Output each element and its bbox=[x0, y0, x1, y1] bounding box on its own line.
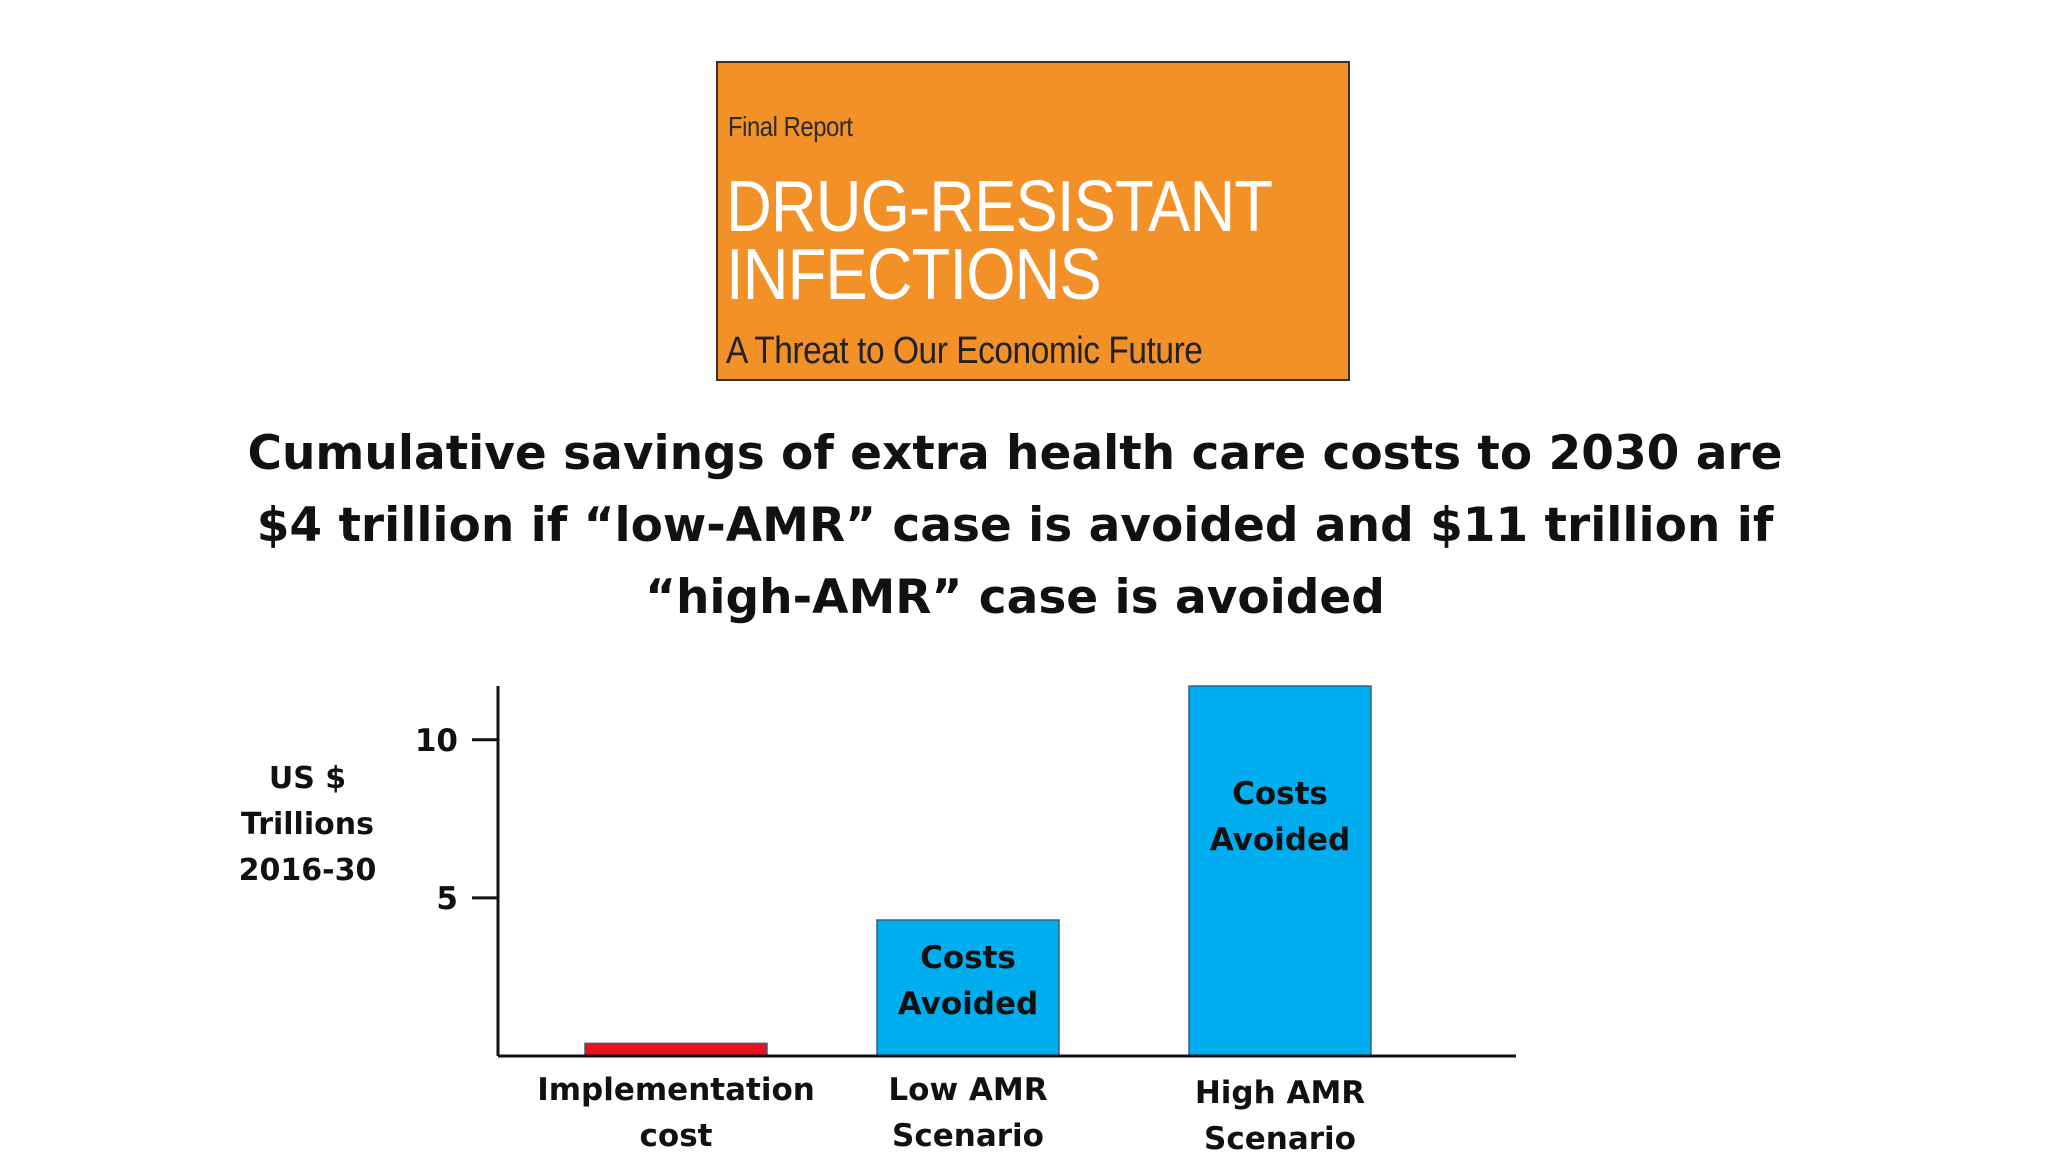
bar-2 bbox=[1188, 685, 1372, 1057]
report-title: DRUG-RESISTANT INFECTIONS bbox=[726, 167, 1273, 315]
bar-label-1-0: Costs bbox=[920, 940, 1016, 976]
category-label-2-1: Scenario bbox=[1204, 1121, 1356, 1152]
bar-1 bbox=[876, 919, 1060, 1057]
report-title-line-1: DRUG-RESISTANT bbox=[726, 167, 1273, 247]
report-subtitle: A Threat to Our Economic Future bbox=[726, 330, 1203, 372]
report-kicker: Final Report bbox=[728, 111, 853, 142]
y-axis-label: US $ Trillions 2016-30 bbox=[220, 756, 395, 894]
y-axis-label-line-1: US $ bbox=[268, 761, 347, 796]
y-tick-label-0: 5 bbox=[436, 881, 458, 917]
headline-line-2: $4 trillion if “low-AMR” case is avoided… bbox=[256, 498, 1774, 553]
category-label-2-0: High AMR bbox=[1195, 1075, 1365, 1111]
y-axis-label-line-3: 2016-30 bbox=[238, 853, 377, 888]
category-label-1-1: Scenario bbox=[892, 1118, 1044, 1152]
bar-label-1-1: Avoided bbox=[898, 986, 1038, 1022]
bar-0 bbox=[584, 1042, 768, 1057]
category-label-0-0: Implementation bbox=[537, 1072, 815, 1108]
category-label-0-1: cost bbox=[640, 1118, 713, 1152]
bar-label-2-0: Costs bbox=[1232, 776, 1328, 812]
y-tick-label-1: 10 bbox=[415, 723, 458, 759]
headline-line-3: “high-AMR” case is avoided bbox=[645, 570, 1385, 625]
headline-line-1: Cumulative savings of extra health care … bbox=[247, 426, 1783, 481]
report-title-line-2: INFECTIONS bbox=[726, 235, 1102, 315]
y-axis-label-line-2: Trillions bbox=[241, 807, 374, 842]
report-cover: Final Report DRUG-RESISTANT INFECTIONS A… bbox=[716, 61, 1350, 381]
headline: Cumulative savings of extra health care … bbox=[190, 418, 1840, 634]
category-label-1-0: Low AMR bbox=[888, 1072, 1047, 1108]
bar-label-2-1: Avoided bbox=[1210, 822, 1350, 858]
